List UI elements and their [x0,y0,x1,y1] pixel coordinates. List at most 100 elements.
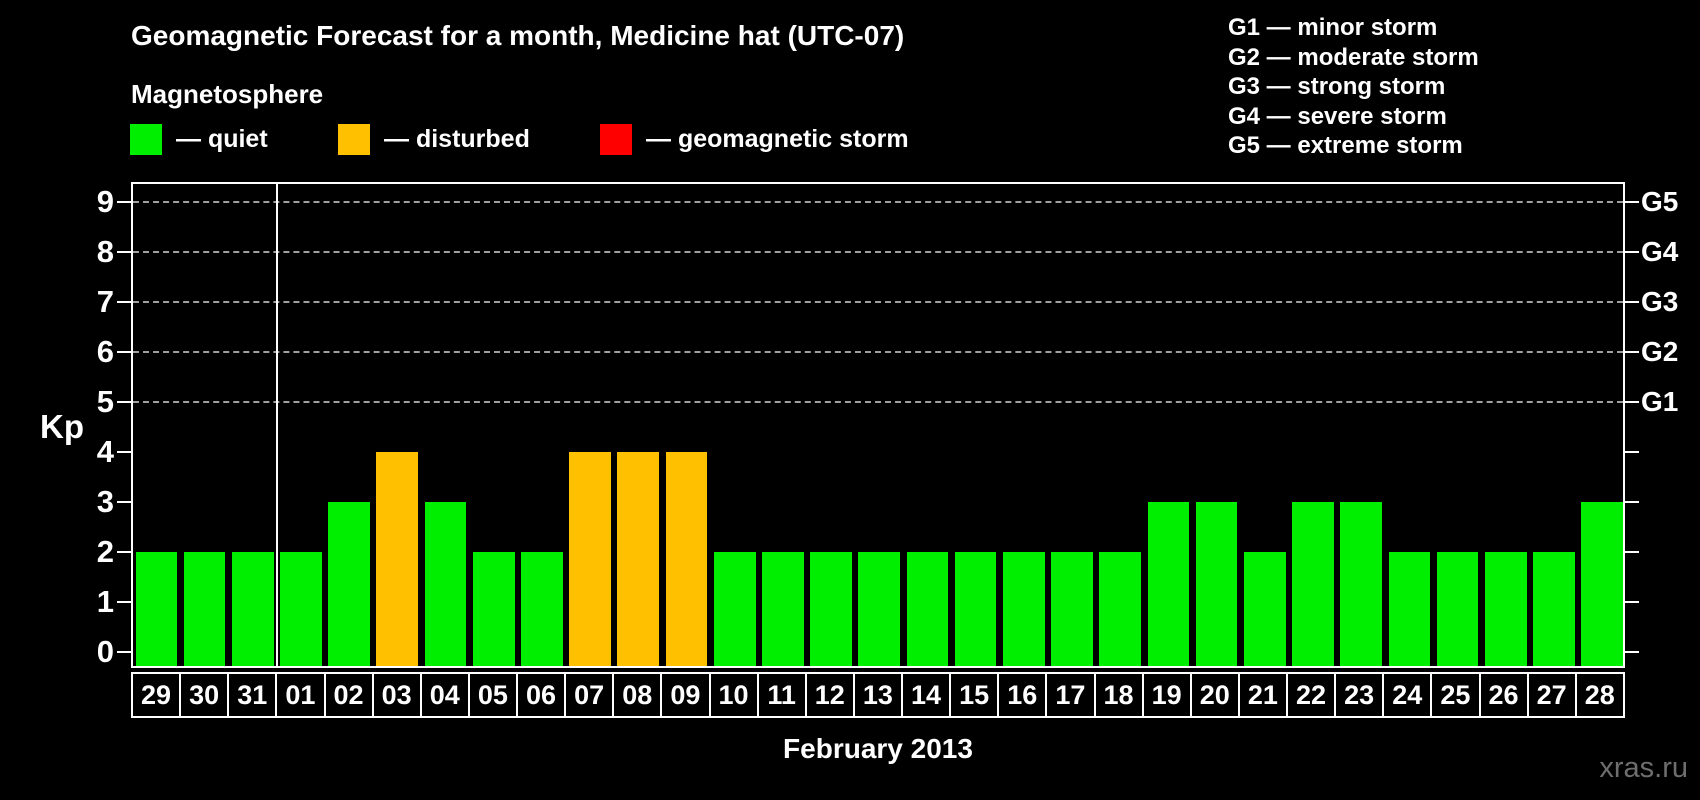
right-axis-tick-4 [1625,451,1639,453]
legend-item-disturbed: — disturbed [338,122,530,156]
right-axis-tick-1 [1625,601,1639,603]
day-label-23: 23 [1334,672,1385,718]
right-axis-label-g4: G4 [1641,236,1679,267]
kp-bar-day-18 [1099,552,1142,666]
quiet-color-swatch [130,123,162,155]
kp-bar-day-07 [569,452,611,666]
storm-scale-g3: G3 — strong storm [1228,73,1446,100]
storm-scale-g1: G1 — minor storm [1228,14,1438,41]
gridline-kp8 [133,251,1623,253]
x-axis-title: February 2013 [783,733,973,764]
day-label-31: 31 [227,672,278,718]
y-axis-tick-8 [117,251,131,253]
month-boundary-line [275,184,278,666]
y-axis-tick-0 [117,651,131,653]
right-axis-tick-8 [1625,251,1639,253]
day-label-04: 04 [419,672,470,718]
kp-bar-day-23 [1340,502,1383,666]
day-label-22: 22 [1286,672,1337,718]
kp-bar-day-27 [1533,552,1575,666]
y-axis-label-4: 4 [96,434,114,469]
day-label-13: 13 [852,672,903,718]
day-label-24: 24 [1382,672,1433,718]
right-axis-tick-3 [1625,501,1639,503]
kp-bar-day-21 [1243,552,1286,666]
day-label-09: 09 [660,672,711,718]
day-label-30: 30 [179,672,230,718]
day-label-29: 29 [131,672,182,718]
day-label-16: 16 [997,672,1048,718]
day-label-15: 15 [949,672,1000,718]
right-axis-label-g3: G3 [1641,286,1679,317]
day-label-14: 14 [901,672,952,718]
day-label-06: 06 [516,672,567,718]
y-axis-label-2: 2 [96,534,114,569]
y-axis-tick-4 [117,451,131,453]
right-axis-label-g2: G2 [1641,336,1679,367]
right-axis-label-g5: G5 [1641,186,1679,217]
plot-area [131,182,1625,668]
kp-bar-day-30 [183,552,226,666]
right-axis-tick-6 [1625,351,1639,353]
y-axis-tick-6 [117,351,131,353]
legend-item-storm: — geomagnetic storm [600,122,909,156]
y-axis-tick-5 [117,401,131,403]
y-axis-label-1: 1 [96,584,114,619]
y-axis-label-3: 3 [96,484,114,519]
day-label-27: 27 [1526,672,1577,718]
right-axis-tick-9 [1625,201,1639,203]
y-axis-label-5: 5 [96,384,114,419]
legend-label-quiet: — quiet [176,124,268,153]
kp-bar-day-12 [810,552,852,666]
kp-bar-day-09 [665,452,708,666]
y-axis-title: Kp [40,408,84,445]
y-axis-label-9: 9 [96,184,114,219]
kp-bar-day-31 [231,552,274,666]
x-axis-day-labels: 29 30 31 01 02 03 04 05 06 07 08 09 10 11 12 13 14 15 16 17… [131,672,1625,718]
kp-bar-day-13 [858,552,901,666]
y-axis-tick-9 [117,201,131,203]
day-label-17: 17 [1045,672,1096,718]
kp-bar-day-24 [1388,552,1431,666]
kp-bar-day-02 [328,502,370,666]
kp-bar-day-29 [135,552,178,666]
kp-bar-day-11 [762,552,804,666]
day-label-02: 02 [323,672,374,718]
storm-scale-g5: G5 — extreme storm [1228,132,1463,159]
storm-scale-legend: G1 — minor storm G2 — moderate storm G3 … [1228,13,1479,161]
gridline-kp5 [133,401,1623,403]
kp-bar-day-05 [472,552,515,666]
gridline-kp9 [133,201,1623,203]
storm-color-swatch [600,123,632,155]
y-axis-tick-3 [117,501,131,503]
legend-item-quiet: — quiet [130,122,268,156]
kp-bar-day-08 [617,452,660,666]
legend-label-disturbed: — disturbed [384,124,530,153]
kp-bar-day-06 [521,552,563,666]
right-axis-tick-5 [1625,401,1639,403]
day-label-21: 21 [1237,672,1288,718]
day-label-26: 26 [1478,672,1529,718]
day-label-10: 10 [708,672,759,718]
day-label-28: 28 [1574,672,1625,718]
y-axis-label-6: 6 [96,334,114,369]
day-label-11: 11 [756,672,807,718]
y-axis-tick-1 [117,601,131,603]
kp-bar-day-03 [376,452,419,666]
day-label-19: 19 [1141,672,1192,718]
day-label-08: 08 [612,672,663,718]
kp-bar-day-20 [1195,502,1238,666]
kp-bar-day-19 [1147,502,1190,666]
day-label-03: 03 [371,672,422,718]
storm-scale-g2: G2 — moderate storm [1228,43,1479,71]
kp-bar-day-26 [1484,552,1527,666]
day-label-01: 01 [275,672,326,718]
right-axis-tick-7 [1625,301,1639,303]
right-axis-tick-2 [1625,551,1639,553]
right-axis-label-g1: G1 [1641,386,1679,417]
day-label-05: 05 [467,672,518,718]
day-label-20: 20 [1189,672,1240,718]
kp-bar-day-25 [1436,552,1479,666]
kp-bar-day-14 [906,552,949,666]
